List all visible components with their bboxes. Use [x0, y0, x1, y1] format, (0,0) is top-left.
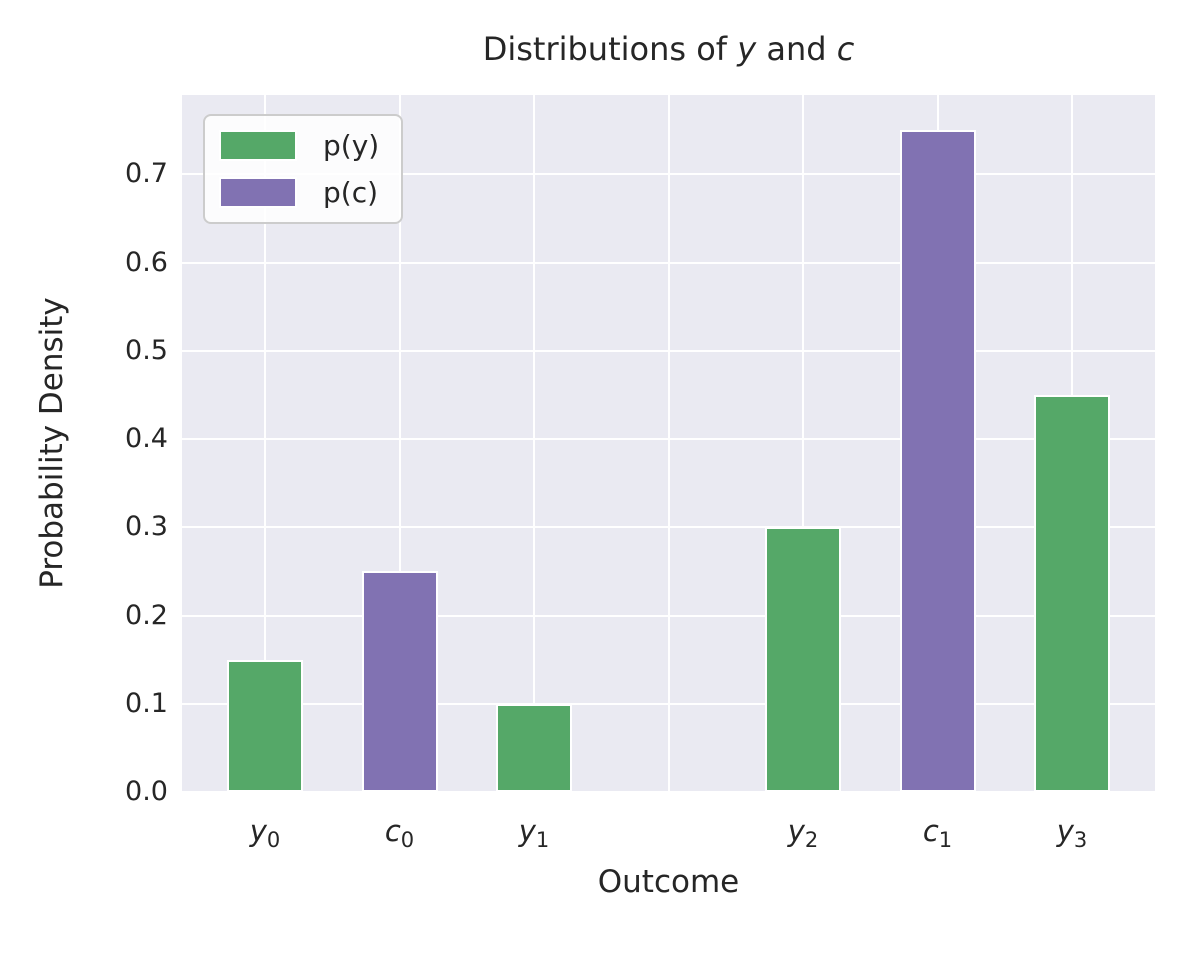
y-tick-0.7: 0.7	[125, 158, 168, 190]
y-tick-0.3: 0.3	[125, 511, 168, 543]
x-tick-y1: y1	[518, 814, 550, 852]
legend-label: p(c)	[323, 175, 379, 209]
x-tick-y2: y2	[787, 814, 819, 852]
y-tick-0.6: 0.6	[125, 246, 168, 278]
bar-y1	[496, 703, 572, 792]
gridline-v-2	[533, 95, 535, 792]
plot-area: p(y) p(c)	[182, 95, 1155, 793]
gridline-h-0.0	[182, 791, 1155, 793]
chart-title: Distributions of y and c	[182, 30, 1155, 68]
legend-item-p(c): p(c)	[219, 177, 379, 208]
x-tick-c1: c1	[922, 814, 953, 852]
legend: p(y) p(c)	[203, 114, 404, 224]
legend-swatch-icon	[219, 177, 297, 208]
x-tick-y3: y3	[1056, 814, 1088, 852]
chart-title-part: and	[756, 30, 837, 68]
legend-swatch-icon	[219, 130, 297, 161]
bar-y2	[765, 527, 841, 792]
x-axis-label: Outcome	[597, 864, 740, 900]
bar-c0	[361, 571, 438, 792]
gridline-v-4	[802, 95, 804, 792]
chart-title-part: c	[836, 30, 855, 68]
gridline-v-0	[264, 95, 266, 792]
y-tick-0.0: 0.0	[125, 776, 168, 807]
y-axis-label: Probability Density	[34, 297, 70, 589]
y-tick-0.2: 0.2	[125, 599, 168, 631]
bar-y0	[227, 659, 303, 792]
x-tick-y0: y0	[249, 814, 281, 852]
chart-title-part: Distributions of	[482, 30, 738, 68]
bar-y3	[1034, 394, 1110, 792]
chart-title-part: y	[737, 30, 757, 68]
gridline-v-1	[398, 95, 401, 792]
bar-c1	[899, 130, 976, 792]
x-tick-c0: c0	[384, 814, 415, 852]
y-tick-0.4: 0.4	[125, 423, 168, 455]
legend-item-p(y): p(y)	[219, 130, 379, 161]
y-tick-0.1: 0.1	[125, 687, 168, 719]
y-tick-0.5: 0.5	[125, 334, 168, 366]
gridline-v-3	[667, 95, 670, 792]
legend-label: p(y)	[323, 128, 380, 162]
